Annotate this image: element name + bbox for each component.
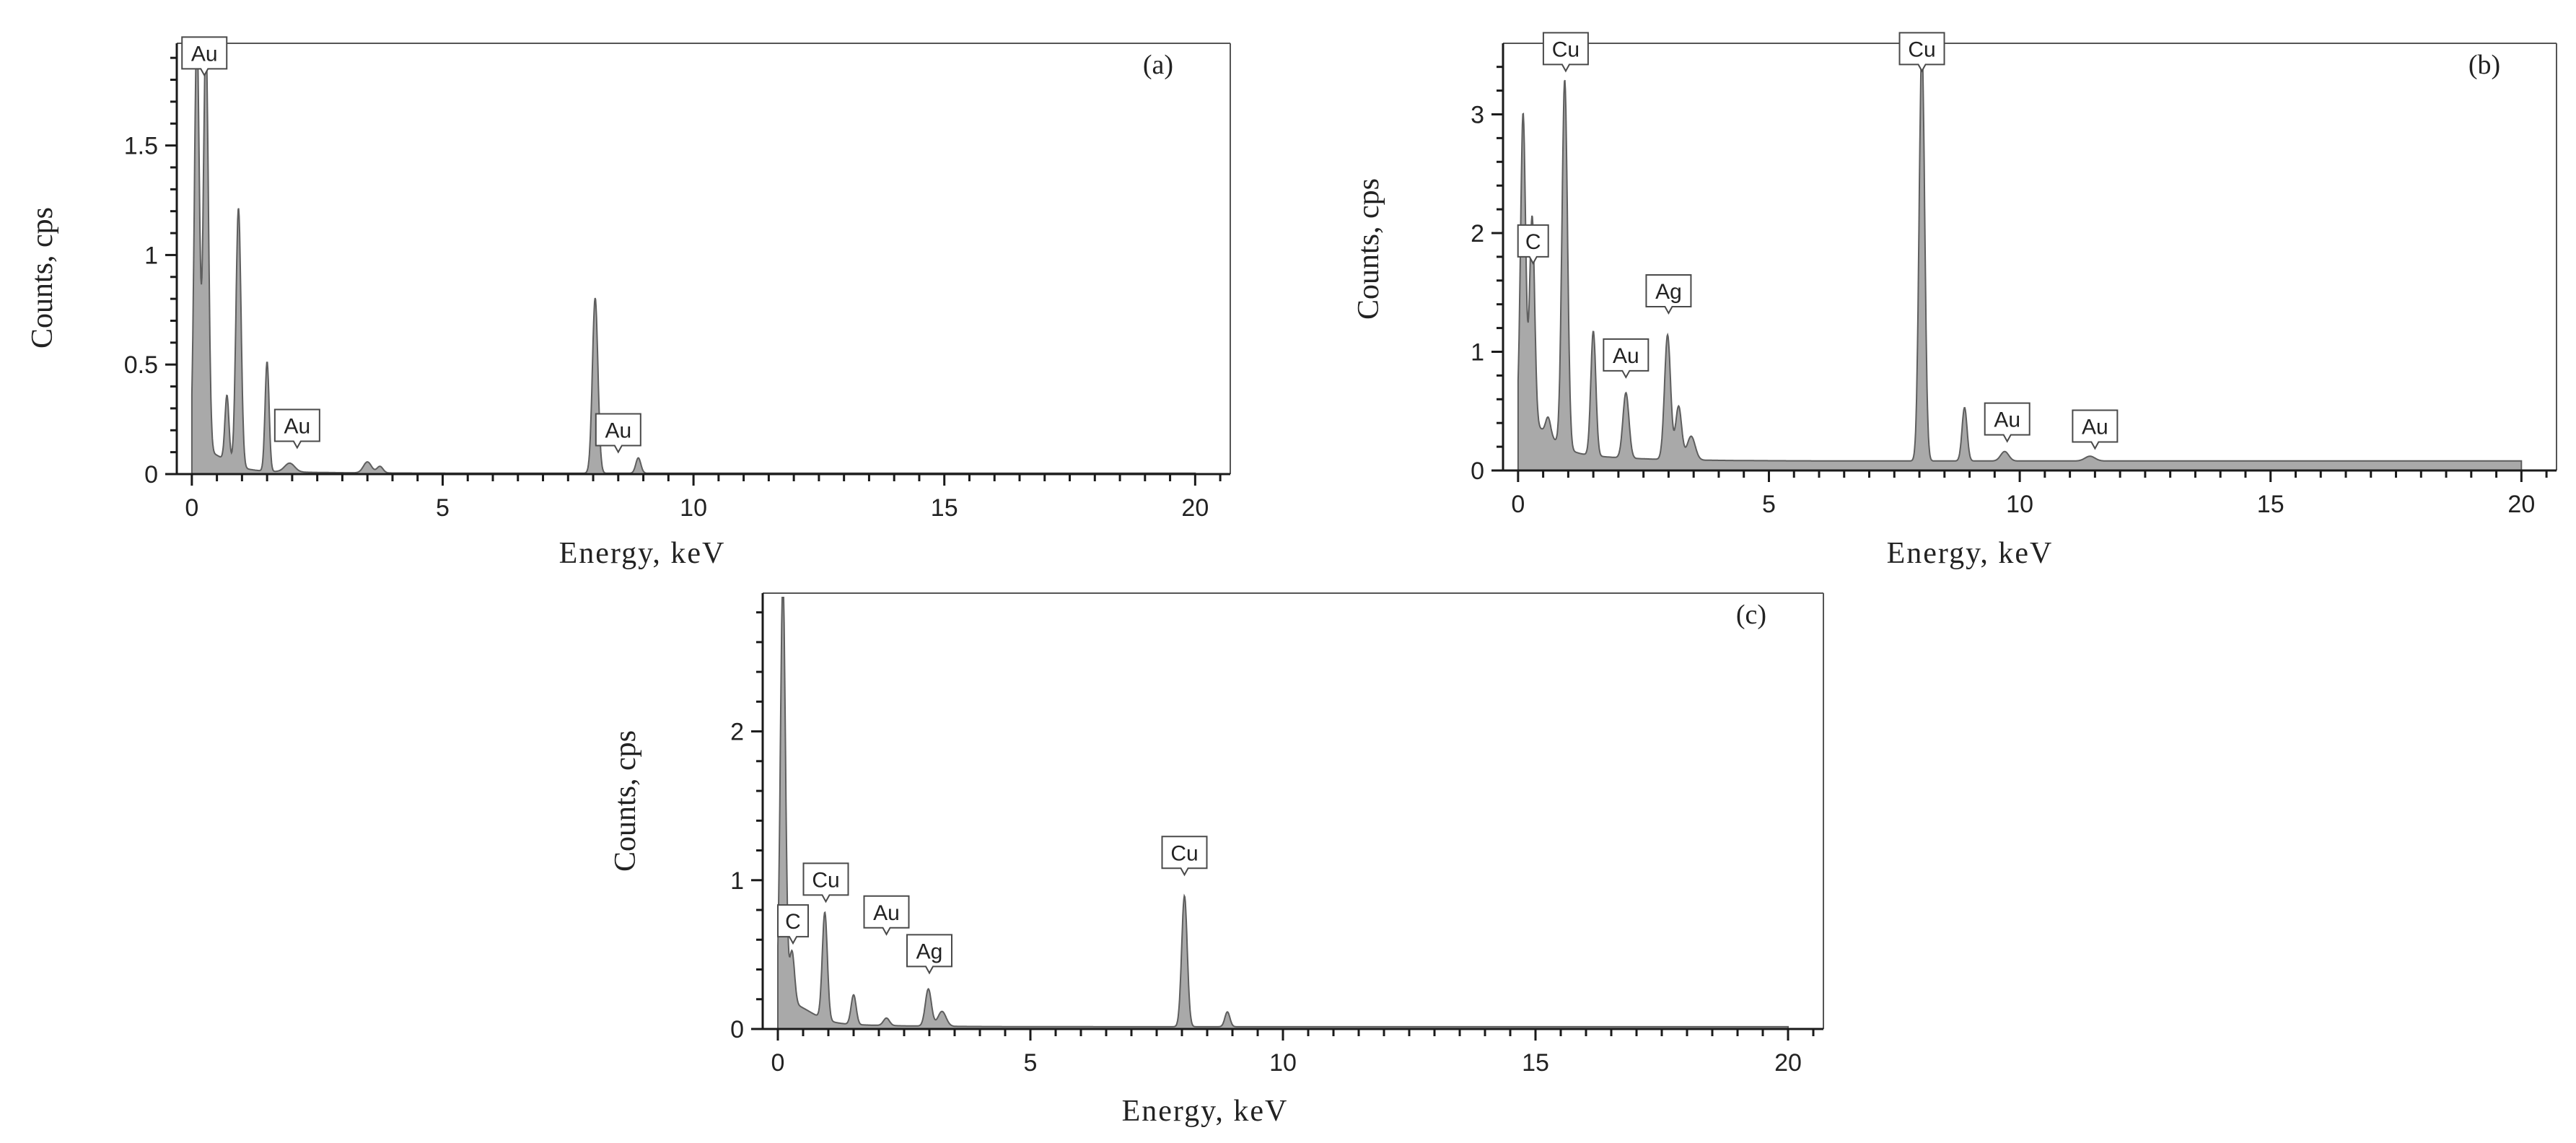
y-axis-title: Counts, cps (26, 207, 59, 349)
element-label-text: Au (1994, 408, 2020, 432)
element-label-text: Cu (1170, 841, 1198, 865)
element-label: Ag (906, 934, 952, 975)
element-label-text: Au (1613, 344, 1639, 368)
element-label: Au (2072, 409, 2119, 450)
chart-c: 0 5 10 15 20 0 1 2 C Cu Au Ag Cu (c) Energy, keV Counts… (609, 592, 1824, 1128)
panel-label: (c) (1736, 600, 1766, 630)
x-axis-title: Energy, keV (559, 537, 726, 570)
element-label-text: Cu (1552, 38, 1580, 61)
chart-a: 0 5 10 15 20 0 0.5 1 1.5 Au Au Au (a) Energy, keV Coun… (26, 36, 1231, 570)
y-tick-label: 2 (730, 719, 744, 746)
x-tick-label: 0 (1511, 491, 1525, 518)
element-label-text: Au (284, 414, 311, 438)
spectrum-area (777, 597, 1789, 1030)
element-label-box (802, 862, 849, 903)
element-label-text: C (1525, 230, 1541, 254)
x-tick-label: 5 (1024, 1049, 1038, 1077)
y-axis-title: Counts, cps (609, 730, 642, 872)
element-label-box (906, 934, 952, 975)
element-label-text: Cu (812, 868, 839, 892)
y-tick-label: 2 (1471, 220, 1484, 248)
x-axis-title: Energy, keV (1887, 537, 2054, 570)
element-label: Au (181, 36, 228, 77)
element-label-box (777, 904, 809, 945)
element-label-text: Au (2082, 416, 2108, 439)
element-label-text: Au (191, 42, 218, 66)
element-label-box (181, 36, 228, 77)
element-label-text: C (785, 910, 801, 934)
y-tick-label: 0 (730, 1016, 744, 1043)
element-label-box (1161, 836, 1208, 877)
element-label: Au (595, 413, 641, 454)
y-tick-label: 0 (1471, 457, 1484, 485)
x-tick-label: 15 (1522, 1049, 1549, 1077)
element-label: Au (1984, 402, 2030, 443)
element-label-text: Au (873, 901, 900, 925)
element-label-box (1984, 402, 2030, 443)
x-tick-label: 10 (680, 494, 707, 522)
element-label-box (2072, 409, 2119, 450)
element-label: C (777, 904, 809, 945)
element-label-text: Ag (1655, 280, 1682, 304)
x-tick-label: 10 (2006, 491, 2033, 518)
x-tick-label: 20 (1774, 1049, 1802, 1077)
element-label: Cu (1542, 32, 1589, 73)
y-tick-label: 1 (144, 242, 158, 269)
x-tick-label: 5 (436, 494, 450, 522)
x-axis-title: Energy, keV (1122, 1095, 1289, 1128)
y-axis-title: Counts, cps (1352, 178, 1385, 320)
x-tick-label: 0 (771, 1049, 785, 1077)
x-tick-label: 15 (931, 494, 958, 522)
element-label-box (1542, 32, 1589, 73)
y-tick-label: 0.5 (124, 351, 158, 379)
y-tick-label: 1 (1471, 338, 1484, 366)
element-label: Cu (1161, 836, 1208, 877)
element-label-text: Cu (1908, 38, 1935, 61)
x-tick-label: 20 (1181, 494, 1209, 522)
panel-label: (b) (2468, 50, 2500, 80)
element-label-box (1517, 224, 1549, 265)
y-tick-label: 1.5 (124, 133, 158, 160)
y-tick-label: 3 (1471, 101, 1484, 128)
x-tick-label: 0 (185, 494, 198, 522)
y-tick-label: 1 (730, 867, 744, 895)
element-label: Cu (1898, 32, 1945, 73)
spectrum-area (1517, 48, 2523, 471)
element-label-box (595, 413, 641, 454)
element-label: Au (273, 408, 320, 450)
chart-b: 0 5 10 15 20 0 1 2 3 Cu Cu C Ag Au Au Au (b) Energy, keV C… (1352, 32, 2557, 570)
element-label: C (1517, 224, 1549, 265)
panel-label: (a) (1143, 50, 1173, 80)
x-tick-label: 5 (1762, 491, 1776, 518)
y-tick-label: 0 (144, 461, 158, 489)
element-label: Ag (1645, 273, 1692, 315)
element-label-box (1645, 273, 1692, 315)
element-label-box (863, 895, 910, 936)
x-tick-label: 10 (1269, 1049, 1297, 1077)
element-label: Au (1603, 338, 1650, 379)
x-tick-label: 20 (2507, 491, 2535, 518)
element-label-box (273, 408, 320, 450)
element-label-text: Au (605, 419, 631, 443)
element-label-text: Ag (916, 940, 943, 963)
element-label: Au (863, 895, 910, 936)
element-label-box (1603, 338, 1650, 379)
element-label: Cu (802, 862, 849, 903)
x-tick-label: 15 (2257, 491, 2284, 518)
element-label-box (1898, 32, 1945, 73)
